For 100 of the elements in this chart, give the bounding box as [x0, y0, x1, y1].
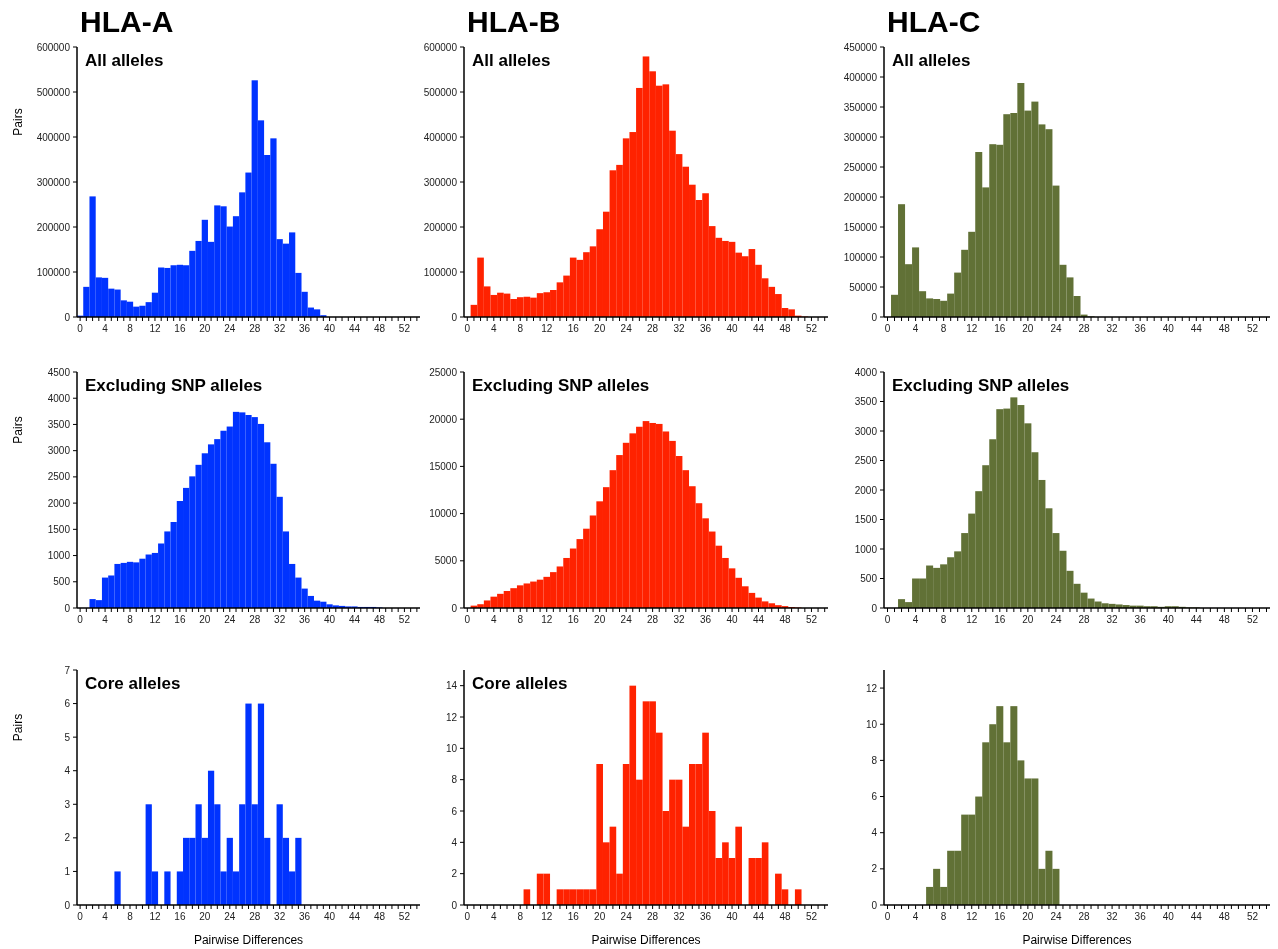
y-tick-label: 2500 [854, 455, 878, 466]
x-tick-label: 16 [174, 911, 186, 922]
x-axis-title: Pairwise Differences [591, 933, 701, 947]
y-tick-label: 100000 [843, 251, 878, 263]
x-tick-label: 36 [700, 323, 712, 334]
x-tick-label: 32 [274, 911, 286, 922]
x-tick-label: 28 [249, 614, 261, 625]
y-tick-label: 0 [871, 899, 878, 911]
x-tick-label: 28 [647, 911, 659, 922]
y-tick-label: 0 [64, 899, 71, 911]
y-tick-label: 300000 [843, 131, 878, 143]
y-tick-label: 0 [64, 311, 71, 323]
x-tick-label: 44 [1190, 911, 1203, 922]
x-tick-label: 8 [517, 614, 524, 625]
chart-title: HLA-C [887, 5, 981, 38]
x-tick-label: 20 [1022, 323, 1034, 334]
x-tick-label: 40 [726, 323, 739, 334]
x-tick-label: 4 [491, 614, 497, 625]
x-tick-label: 40 [324, 323, 336, 334]
chart-title: HLA-B [467, 5, 561, 38]
x-tick-label: 16 [567, 911, 580, 922]
y-tick-label: 20000 [429, 413, 458, 425]
x-tick-label: 24 [1050, 911, 1062, 922]
x-tick-label: 36 [700, 911, 712, 922]
x-tick-label: 24 [620, 614, 633, 625]
chart-subtitle: All alleles [85, 51, 164, 70]
y-tick-label: 3 [64, 798, 71, 810]
x-tick-label: 44 [348, 323, 361, 334]
x-tick-label: 20 [199, 614, 211, 625]
x-tick-label: 48 [779, 323, 791, 334]
x-tick-label: 4 [102, 323, 109, 334]
y-tick-label: 400000 [843, 71, 878, 83]
x-tick-label: 12 [541, 323, 553, 334]
y-tick-label: 500000 [36, 86, 71, 98]
x-tick-label: 48 [779, 614, 791, 625]
x-tick-label: 8 [940, 323, 947, 334]
x-axis-title: Pairwise Differences [193, 933, 304, 947]
y-tick-label: 200000 [843, 191, 878, 203]
y-tick-label: 200000 [423, 221, 458, 233]
y-tick-label: 8 [451, 774, 458, 786]
x-tick-label: 8 [127, 323, 134, 334]
y-tick-label: 600000 [423, 41, 458, 53]
x-tick-label: 32 [673, 614, 686, 625]
x-tick-label: 48 [373, 911, 386, 922]
x-tick-label: 32 [1106, 614, 1119, 625]
y-tick-label: 4 [871, 827, 878, 839]
y-tick-label: 2000 [47, 497, 71, 509]
x-tick-label: 24 [224, 911, 236, 922]
x-tick-label: 0 [464, 911, 471, 922]
y-tick-label: 2 [451, 868, 458, 880]
x-tick-label: 8 [517, 323, 524, 334]
x-tick-label: 8 [940, 911, 947, 922]
x-tick-label: 20 [594, 614, 606, 625]
y-tick-label: 350000 [843, 101, 878, 113]
x-tick-label: 44 [752, 323, 765, 334]
x-tick-label: 8 [127, 614, 134, 625]
x-tick-label: 16 [174, 614, 186, 625]
x-tick-label: 28 [249, 323, 261, 334]
x-tick-label: 32 [1106, 323, 1119, 334]
y-tick-label: 300000 [36, 176, 71, 188]
x-tick-label: 52 [1246, 614, 1259, 625]
y-tick-label: 400000 [36, 131, 71, 143]
x-tick-label: 0 [77, 911, 84, 922]
x-tick-label: 52 [398, 323, 411, 334]
y-tick-label: 400000 [423, 131, 458, 143]
x-tick-label: 16 [567, 614, 580, 625]
x-tick-label: 36 [1134, 323, 1147, 334]
y-tick-label: 0 [64, 602, 71, 614]
y-tick-label: 4000 [854, 366, 878, 378]
chart-subtitle: Core alleles [85, 674, 181, 693]
x-tick-label: 12 [541, 614, 553, 625]
x-tick-label: 44 [348, 614, 361, 625]
x-tick-label: 12 [149, 614, 161, 625]
x-tick-label: 0 [464, 323, 471, 334]
x-tick-label: 36 [700, 614, 712, 625]
y-tick-label: 4 [64, 765, 71, 777]
y-tick-label: 15000 [429, 460, 458, 472]
x-tick-label: 16 [994, 911, 1006, 922]
x-tick-label: 48 [373, 614, 386, 625]
x-tick-label: 40 [324, 911, 336, 922]
x-axis-title: Pairwise Differences [1022, 933, 1132, 947]
y-tick-label: 7 [64, 664, 71, 676]
x-tick-label: 52 [805, 911, 818, 922]
x-tick-label: 16 [174, 323, 186, 334]
x-tick-label: 28 [1078, 614, 1091, 625]
x-tick-label: 12 [966, 614, 978, 625]
x-tick-label: 48 [1218, 614, 1231, 625]
x-tick-label: 12 [149, 911, 161, 922]
chart-subtitle: All alleles [892, 51, 971, 70]
y-tick-label: 250000 [843, 161, 878, 173]
y-tick-label: 1500 [47, 523, 71, 535]
x-tick-label: 44 [752, 911, 765, 922]
x-tick-label: 4 [491, 911, 497, 922]
x-tick-label: 32 [673, 323, 686, 334]
y-tick-label: 6 [64, 698, 71, 710]
chart-subtitle: Excluding SNP alleles [472, 376, 650, 395]
x-tick-label: 4 [912, 911, 919, 922]
x-tick-label: 0 [884, 614, 891, 625]
x-tick-label: 28 [647, 323, 659, 334]
y-axis-title: Pairs [11, 713, 25, 742]
